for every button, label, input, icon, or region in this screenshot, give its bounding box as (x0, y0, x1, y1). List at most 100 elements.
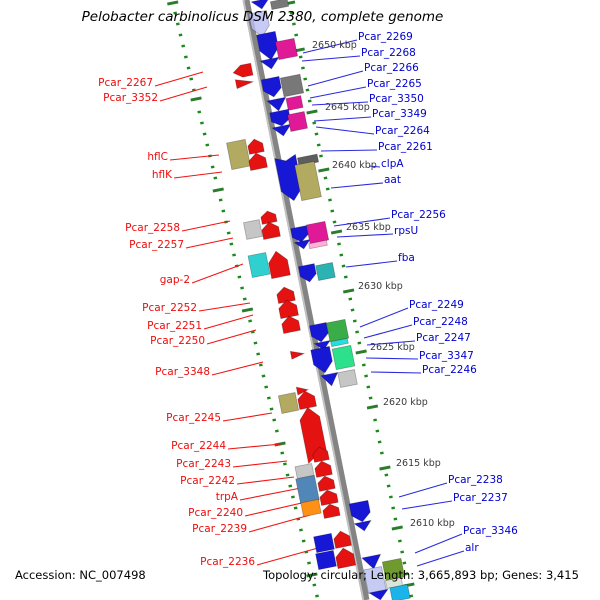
gene-label-Pcar_2245[interactable]: Pcar_2245 (166, 412, 221, 424)
gene-label-Pcar_2252[interactable]: Pcar_2252 (142, 302, 197, 314)
gene-label-Pcar_2240[interactable]: Pcar_2240 (188, 507, 243, 519)
gene-label-Pcar_2248[interactable]: Pcar_2248 (413, 316, 468, 328)
gene-glyph-box[interactable] (325, 318, 350, 343)
gene-label-Pcar_2261[interactable]: Pcar_2261 (378, 141, 433, 153)
gene-glyph-arrow-up[interactable] (247, 138, 265, 155)
gene-glyph-arrow-down[interactable] (310, 345, 335, 374)
gene-glyph-box[interactable] (315, 549, 337, 571)
gene-glyph-box[interactable] (337, 369, 358, 388)
gene-label-alr[interactable]: alr (465, 542, 479, 554)
gene-glyph-box[interactable] (285, 95, 304, 111)
gene-glyph-arrow-up[interactable] (248, 151, 268, 171)
gene-glyph-arrow-up[interactable] (314, 460, 333, 478)
gene-glyph-triangle-right[interactable] (295, 385, 310, 396)
gene-label-Pcar_2258[interactable]: Pcar_2258 (125, 222, 180, 234)
gene-label-Pcar_2244[interactable]: Pcar_2244 (171, 440, 226, 452)
gene-glyph-box[interactable] (331, 344, 356, 371)
gene-label-Pcar_2269[interactable]: Pcar_2269 (358, 31, 413, 43)
gene-glyph-arrow-up[interactable] (319, 488, 339, 507)
gene-glyph-arrow-up[interactable] (276, 285, 296, 304)
gene-label-hflC[interactable]: hflC (147, 151, 168, 163)
gene-glyph-arrow-up[interactable] (322, 503, 341, 519)
gene-label-Pcar_2238[interactable]: Pcar_2238 (448, 474, 503, 486)
gene-glyph-arrow-down[interactable] (269, 108, 292, 127)
gene-label-Pcar_3347[interactable]: Pcar_3347 (419, 350, 474, 362)
gene-glyph-triangle-right[interactable] (234, 76, 255, 90)
gene-label-rpsU[interactable]: rpsU (394, 225, 419, 237)
gene-label-Pcar_2251[interactable]: Pcar_2251 (147, 320, 202, 332)
gene-glyph-box[interactable] (389, 583, 411, 600)
gene-label-Pcar_2237[interactable]: Pcar_2237 (453, 492, 508, 504)
gene-label-Pcar_3346[interactable]: Pcar_3346 (463, 525, 518, 537)
gene-label-Pcar_2239[interactable]: Pcar_2239 (192, 523, 247, 535)
gene-glyph-arrow-up[interactable] (267, 249, 291, 280)
gene-label-trpA[interactable]: trpA (215, 491, 238, 503)
gene-label-Pcar_2267[interactable]: Pcar_2267 (98, 77, 153, 89)
gene-glyph-triangle-right[interactable] (289, 349, 306, 360)
gene-glyph-chevron-down[interactable] (313, 339, 331, 352)
gene-glyph-box[interactable] (315, 262, 336, 281)
gene-glyph-arrow-up[interactable] (261, 220, 281, 240)
gene-glyph-box[interactable] (274, 37, 299, 61)
gene-glyph-chevron-down[interactable] (250, 0, 270, 11)
gene-glyph-arrow-down[interactable] (256, 30, 281, 61)
gene-glyph-arrow-up[interactable] (281, 314, 301, 334)
gene-label-Pcar_2257[interactable]: Pcar_2257 (129, 239, 184, 251)
gene-label-Pcar_2250[interactable]: Pcar_2250 (150, 335, 205, 347)
gene-glyph-chevron-down[interactable] (293, 238, 311, 251)
gene-label-Pcar_2247[interactable]: Pcar_2247 (416, 332, 471, 344)
gene-glyph-box[interactable] (269, 0, 290, 11)
gene-glyph-box[interactable] (294, 160, 322, 202)
gene-glyph-arrow-up[interactable] (296, 389, 317, 410)
gene-glyph-box[interactable] (313, 532, 335, 554)
gene-label-Pcar_2265[interactable]: Pcar_2265 (367, 78, 422, 90)
gene-glyph-chevron-down[interactable] (353, 519, 372, 532)
gene-glyph-box[interactable] (330, 337, 349, 348)
gene-glyph-arrow-down[interactable] (308, 322, 329, 344)
gene-glyph-arrow-down[interactable] (248, 10, 272, 38)
gene-label-aat[interactable]: aat (384, 174, 401, 186)
gene-label-Pcar_2236[interactable]: Pcar_2236 (200, 556, 255, 568)
gene-glyph-box[interactable] (308, 239, 328, 250)
gene-label-Pcar_2264[interactable]: Pcar_2264 (375, 125, 430, 137)
gene-glyph-chevron-down[interactable] (259, 56, 281, 71)
gene-glyph-box[interactable] (277, 392, 300, 414)
gene-label-Pcar_3350[interactable]: Pcar_3350 (369, 93, 424, 105)
gene-glyph-box[interactable] (295, 474, 320, 505)
gene-glyph-arrow-up[interactable] (317, 475, 336, 492)
gene-glyph-arrow-up[interactable] (333, 530, 352, 549)
gene-glyph-arrow-down[interactable] (298, 263, 317, 284)
gene-label-Pcar_2268[interactable]: Pcar_2268 (361, 47, 416, 59)
gene-label-hflK[interactable]: hflK (151, 169, 172, 181)
gene-glyph-chevron-down[interactable] (368, 588, 389, 600)
gene-label-Pcar_2243[interactable]: Pcar_2243 (176, 458, 231, 470)
gene-glyph-arrow-down[interactable] (260, 75, 282, 98)
gene-glyph-box[interactable] (300, 498, 322, 518)
gene-glyph-arrow-up[interactable] (260, 210, 278, 225)
gene-label-Pcar_3349[interactable]: Pcar_3349 (372, 108, 427, 120)
gene-glyph-arrow-up[interactable] (278, 298, 299, 320)
gene-label-Pcar_3352[interactable]: Pcar_3352 (103, 92, 158, 104)
gene-glyph-arrow-down[interactable] (348, 499, 372, 523)
gene-label-clpA[interactable]: clpA (381, 158, 404, 170)
gene-label-gap-2[interactable]: gap-2 (159, 274, 190, 286)
gene-glyph-box[interactable] (294, 462, 315, 480)
gene-glyph-arrow-left[interactable] (232, 62, 254, 78)
gene-glyph-box[interactable] (287, 111, 308, 132)
gene-glyph-box[interactable] (279, 73, 305, 98)
gene-glyph-arrow-up[interactable] (334, 546, 357, 570)
gene-glyph-box[interactable] (381, 557, 406, 582)
gene-glyph-box[interactable] (243, 219, 263, 240)
gene-label-Pcar_3348[interactable]: Pcar_3348 (155, 366, 210, 378)
gene-glyph-chevron-down[interactable] (271, 123, 293, 138)
gene-label-Pcar_2256[interactable]: Pcar_2256 (391, 209, 446, 221)
gene-glyph-box[interactable] (305, 220, 330, 245)
gene-glyph-chevron-down[interactable] (266, 96, 288, 112)
gene-glyph-chevron-down[interactable] (320, 371, 340, 387)
gene-glyph-arrow-down[interactable] (290, 225, 310, 244)
gene-label-Pcar_2242[interactable]: Pcar_2242 (180, 475, 235, 487)
gene-label-Pcar_2266[interactable]: Pcar_2266 (364, 62, 419, 74)
gene-label-Pcar_2249[interactable]: Pcar_2249 (409, 299, 464, 311)
gene-label-fba[interactable]: fba (398, 252, 415, 264)
gene-glyph-box[interactable] (226, 138, 251, 171)
